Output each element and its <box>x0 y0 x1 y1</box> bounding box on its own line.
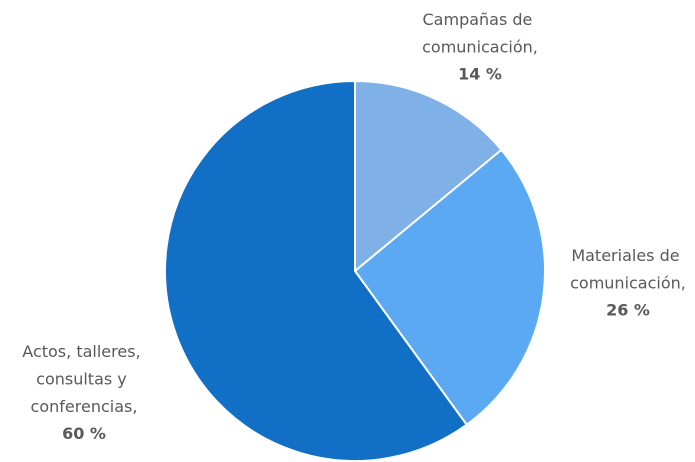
value-label: 60 % <box>62 424 106 443</box>
slice-label: Materiales de comunicación, <box>570 246 686 293</box>
pie-slice <box>164 79 469 462</box>
value-label: 26 % <box>606 301 650 320</box>
pie-slice <box>353 148 546 427</box>
slice-label: Actos, talleres, consultas y conferencia… <box>22 342 145 416</box>
slice-label: Campañas de comunicación, <box>422 10 538 57</box>
pie-slice <box>354 79 503 274</box>
value-label: 14 % <box>458 65 502 84</box>
